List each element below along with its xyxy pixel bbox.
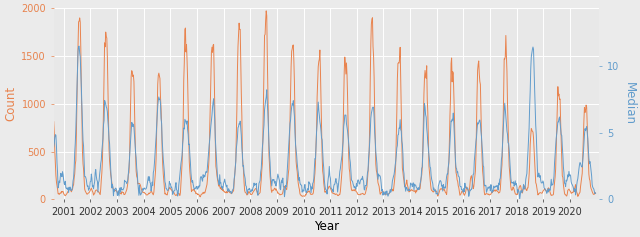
- Y-axis label: Count: Count: [4, 86, 17, 121]
- Y-axis label: Median: Median: [623, 82, 636, 125]
- X-axis label: Year: Year: [314, 220, 339, 233]
